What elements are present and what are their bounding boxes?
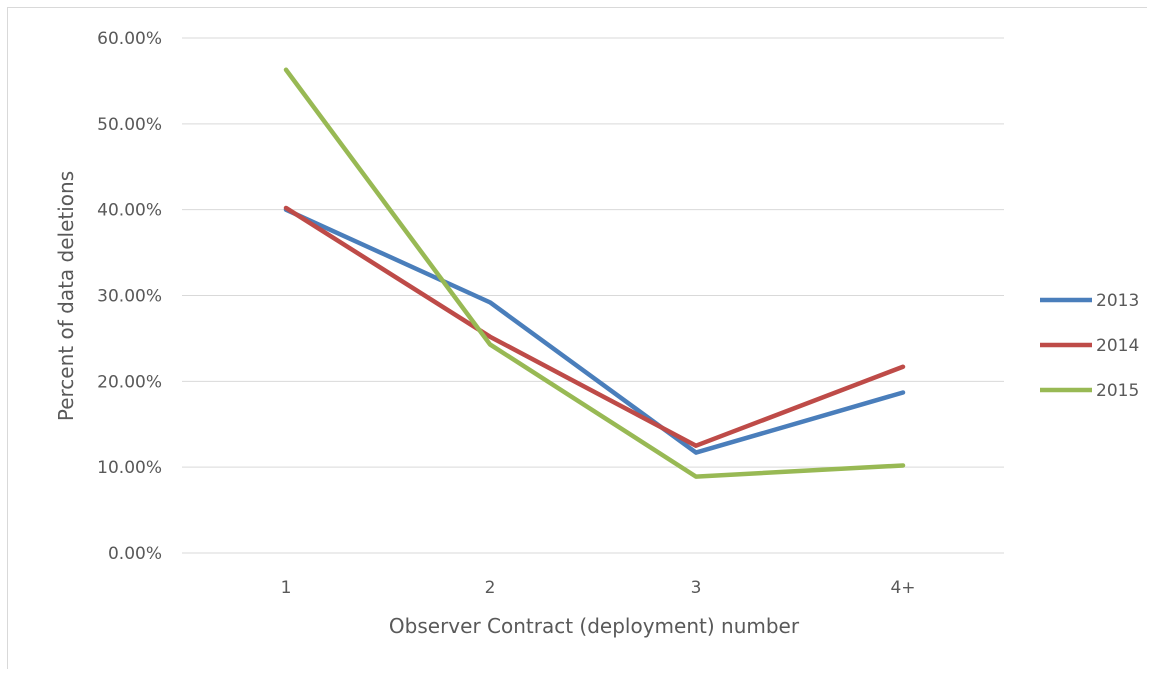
x-tick-label: 2 xyxy=(485,578,496,598)
chart-frame xyxy=(7,7,1147,669)
y-axis-title: Percent of data deletions xyxy=(54,171,78,421)
series-line-2015 xyxy=(283,67,906,479)
y-tick-label: 0.00% xyxy=(108,544,162,564)
series-line-2013 xyxy=(283,207,906,455)
y-tick-label: 50.00% xyxy=(97,115,162,135)
legend-label-2013: 2013 xyxy=(1096,291,1139,311)
y-tick-label: 30.00% xyxy=(97,287,162,307)
x-tick-label: 1 xyxy=(281,578,292,598)
series-line-2014 xyxy=(283,205,906,448)
y-tick-label: 60.00% xyxy=(97,29,162,49)
y-tick-label: 10.00% xyxy=(97,458,162,478)
gridlines xyxy=(182,37,1004,554)
y-tick-label: 40.00% xyxy=(97,201,162,221)
x-tick-label: 3 xyxy=(691,578,702,598)
series-lines xyxy=(283,67,906,479)
y-tick-label: 20.00% xyxy=(97,372,162,392)
legend: 2013 2014 2015 xyxy=(1040,291,1139,401)
x-axis-ticks: 1 2 3 4+ xyxy=(281,578,916,598)
y-axis-ticks: 0.00% 10.00% 20.00% 30.00% 40.00% 50.00% 60.00… xyxy=(97,29,162,564)
legend-label-2014: 2014 xyxy=(1096,336,1139,356)
legend-label-2015: 2015 xyxy=(1096,381,1139,401)
x-axis-title: Observer Contract (deployment) number xyxy=(389,614,800,638)
x-tick-label: 4+ xyxy=(890,578,915,598)
